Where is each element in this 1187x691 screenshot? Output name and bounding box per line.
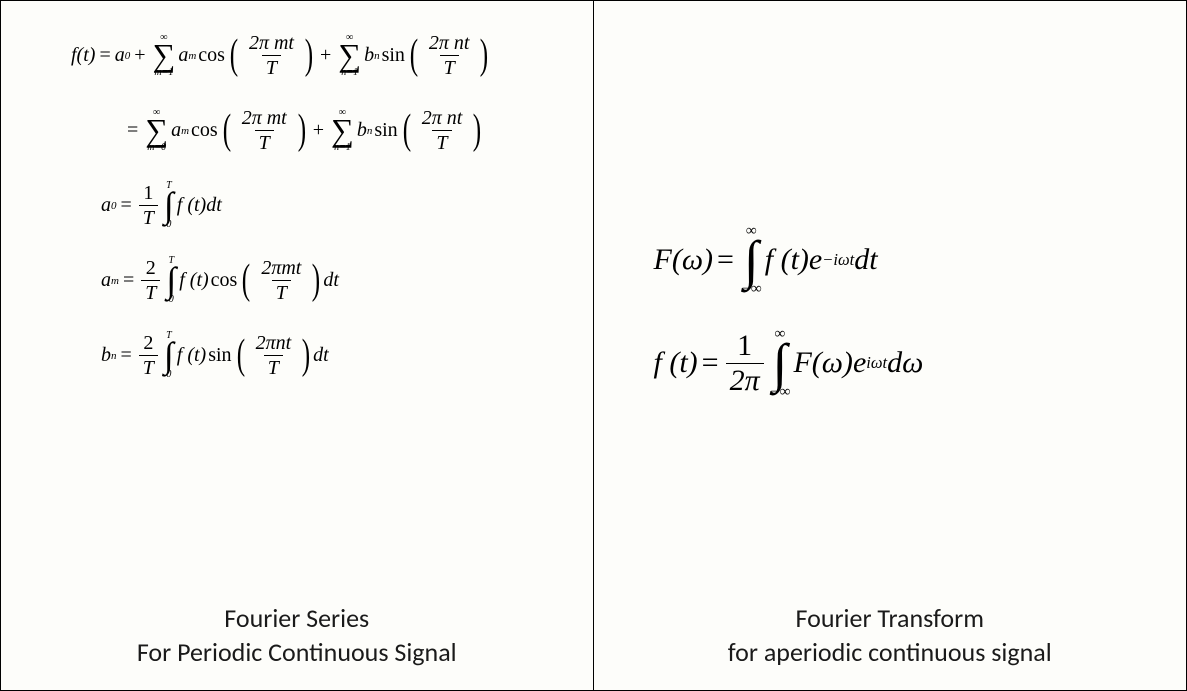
caption-line1: Fourier Transform [624, 602, 1157, 636]
plus2: + [320, 44, 331, 67]
am-a: a [178, 44, 188, 67]
caption-line1: Fourier Series [31, 602, 563, 636]
equals: = [127, 119, 138, 142]
fourier-transform-caption: Fourier Transform for aperiodic continuo… [624, 602, 1157, 670]
ft-inverse: f (t) = 12π ∞ ∫ −∞ F(ω)eiωtdω [654, 327, 1157, 400]
equals: = [99, 44, 110, 67]
sin-arg: ( 2π ntT ) [407, 31, 492, 80]
sum-m: ∞ ∑ m=1 [153, 33, 176, 79]
am-sub: m [188, 50, 196, 62]
series-expansion-line2: = ∞ ∑ m=0 am cos ( 2π mtT ) + ∞ ∑ n=1 [71, 106, 563, 155]
comparison-table: f(t) = a0 + ∞ ∑ m=1 am cos ( 2π mtT ) + [0, 0, 1187, 691]
lhs: f(t) [71, 44, 95, 67]
series-expansion-line1: f(t) = a0 + ∞ ∑ m=1 am cos ( 2π mtT ) + [71, 31, 563, 80]
a0-sub: 0 [125, 50, 131, 62]
sum-m0: ∞ ∑ m=0 [145, 108, 168, 154]
sum-n: ∞ ∑ n=1 [338, 33, 361, 79]
am-definition: am = 2T T ∫ 0 f (t) cos ( 2πmtT ) dt [71, 256, 563, 305]
cos: cos [198, 44, 225, 67]
bn-b: b [364, 44, 374, 67]
cos-arg: ( 2π mtT ) [227, 31, 316, 80]
sin: sin [382, 44, 405, 67]
fourier-series-cell: f(t) = a0 + ∞ ∑ m=1 am cos ( 2π mtT ) + [0, 0, 594, 691]
a0-a: a [115, 44, 125, 67]
caption-line2: For Periodic Continuous Signal [31, 636, 563, 670]
a0-definition: a0 = 1T T ∫ 0 f (t)dt [71, 181, 563, 230]
fourier-transform-cell: F(ω) = ∞ ∫ −∞ f (t)e−iωtdt f (t) = 12π ∞… [594, 0, 1187, 691]
fourier-series-caption: Fourier Series For Periodic Continuous S… [31, 602, 563, 670]
bn-sub: n [374, 50, 380, 62]
fourier-transform-equations: F(ω) = ∞ ∫ −∞ f (t)e−iωtdt f (t) = 12π ∞… [624, 31, 1157, 592]
fourier-series-equations: f(t) = a0 + ∞ ∑ m=1 am cos ( 2π mtT ) + [31, 31, 563, 592]
caption-line2: for aperiodic continuous signal [624, 636, 1157, 670]
bn-definition: bn = 2T T ∫ 0 f (t) sin ( 2πntT ) dt [71, 331, 563, 380]
ft-forward: F(ω) = ∞ ∫ −∞ f (t)e−iωtdt [654, 224, 1157, 297]
plus: + [134, 44, 145, 67]
